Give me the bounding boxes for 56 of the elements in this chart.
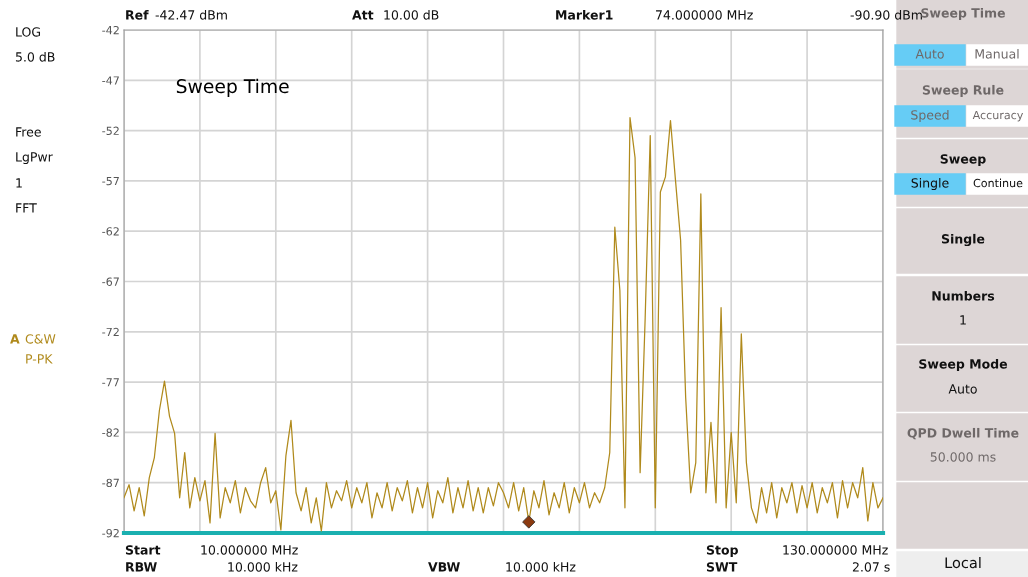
text: Free: [16, 127, 41, 137]
y-tick-label: -57: [102, 177, 119, 186]
text: Att: [352, 10, 374, 20]
y-tick-label: -72: [102, 327, 119, 337]
text: Sweep Rule: [922, 84, 1004, 98]
text: Accuracy: [972, 110, 1024, 122]
line-series: [124, 116, 883, 532]
text: Single: [911, 177, 949, 191]
text: -42.47 dBm: [155, 9, 227, 20]
text: SWT: [706, 562, 738, 572]
text: Local: [945, 556, 981, 569]
text: C&W: [25, 334, 56, 344]
text: Auto: [915, 49, 944, 59]
text: Continue: [973, 178, 1023, 188]
text: 10.000000 MHz: [201, 545, 298, 555]
text: 10.00 dB: [384, 9, 439, 20]
y-tick-label: -82: [102, 428, 119, 437]
text: 10.000 kHz: [506, 561, 576, 572]
y-tick-label: -77: [102, 378, 119, 387]
text: Auto: [948, 384, 977, 394]
y-tick-label: -92: [102, 528, 119, 538]
text: Sweep: [940, 154, 986, 167]
text: Numbers: [932, 290, 995, 301]
y-tick-label: -67: [102, 277, 119, 286]
text: VBW: [428, 562, 460, 572]
text: LOG: [16, 27, 41, 37]
text: P-PK: [26, 354, 53, 364]
text: Speed: [911, 109, 949, 123]
text: Ref: [126, 9, 149, 20]
text: FFT: [16, 203, 37, 213]
text: A: [10, 334, 20, 344]
text: Start: [125, 545, 161, 555]
y-tick-label: -52: [102, 126, 119, 135]
text: 10.000 kHz: [228, 561, 298, 572]
text: 50.000 ms: [930, 452, 996, 462]
text: RBW: [126, 562, 157, 572]
text: LgPwr: [16, 152, 53, 165]
text: -90.90 dBm: [850, 9, 922, 20]
y-tick-label: -42: [102, 25, 119, 35]
y-tick-label: -62: [102, 227, 119, 236]
text: 1: [960, 315, 966, 325]
text: Sweep Mode: [919, 358, 1008, 372]
text: 5.0 dB: [15, 51, 55, 62]
text: Manual: [975, 48, 1019, 59]
text: 130.000000 MHz: [783, 545, 888, 555]
y-tick-label: -87: [102, 478, 119, 488]
text: Sweep Time: [921, 7, 1005, 21]
text: Marker1: [556, 9, 613, 20]
text: Single: [941, 233, 985, 247]
text: 1: [16, 178, 22, 188]
text: 2.07 s: [852, 562, 890, 572]
text: Sweep Time: [176, 78, 289, 97]
y-tick-label: -47: [102, 76, 119, 85]
text: QPD Dwell Time: [907, 427, 1019, 440]
text: Stop: [706, 545, 738, 558]
text: 74.000000 MHz: [656, 10, 753, 20]
